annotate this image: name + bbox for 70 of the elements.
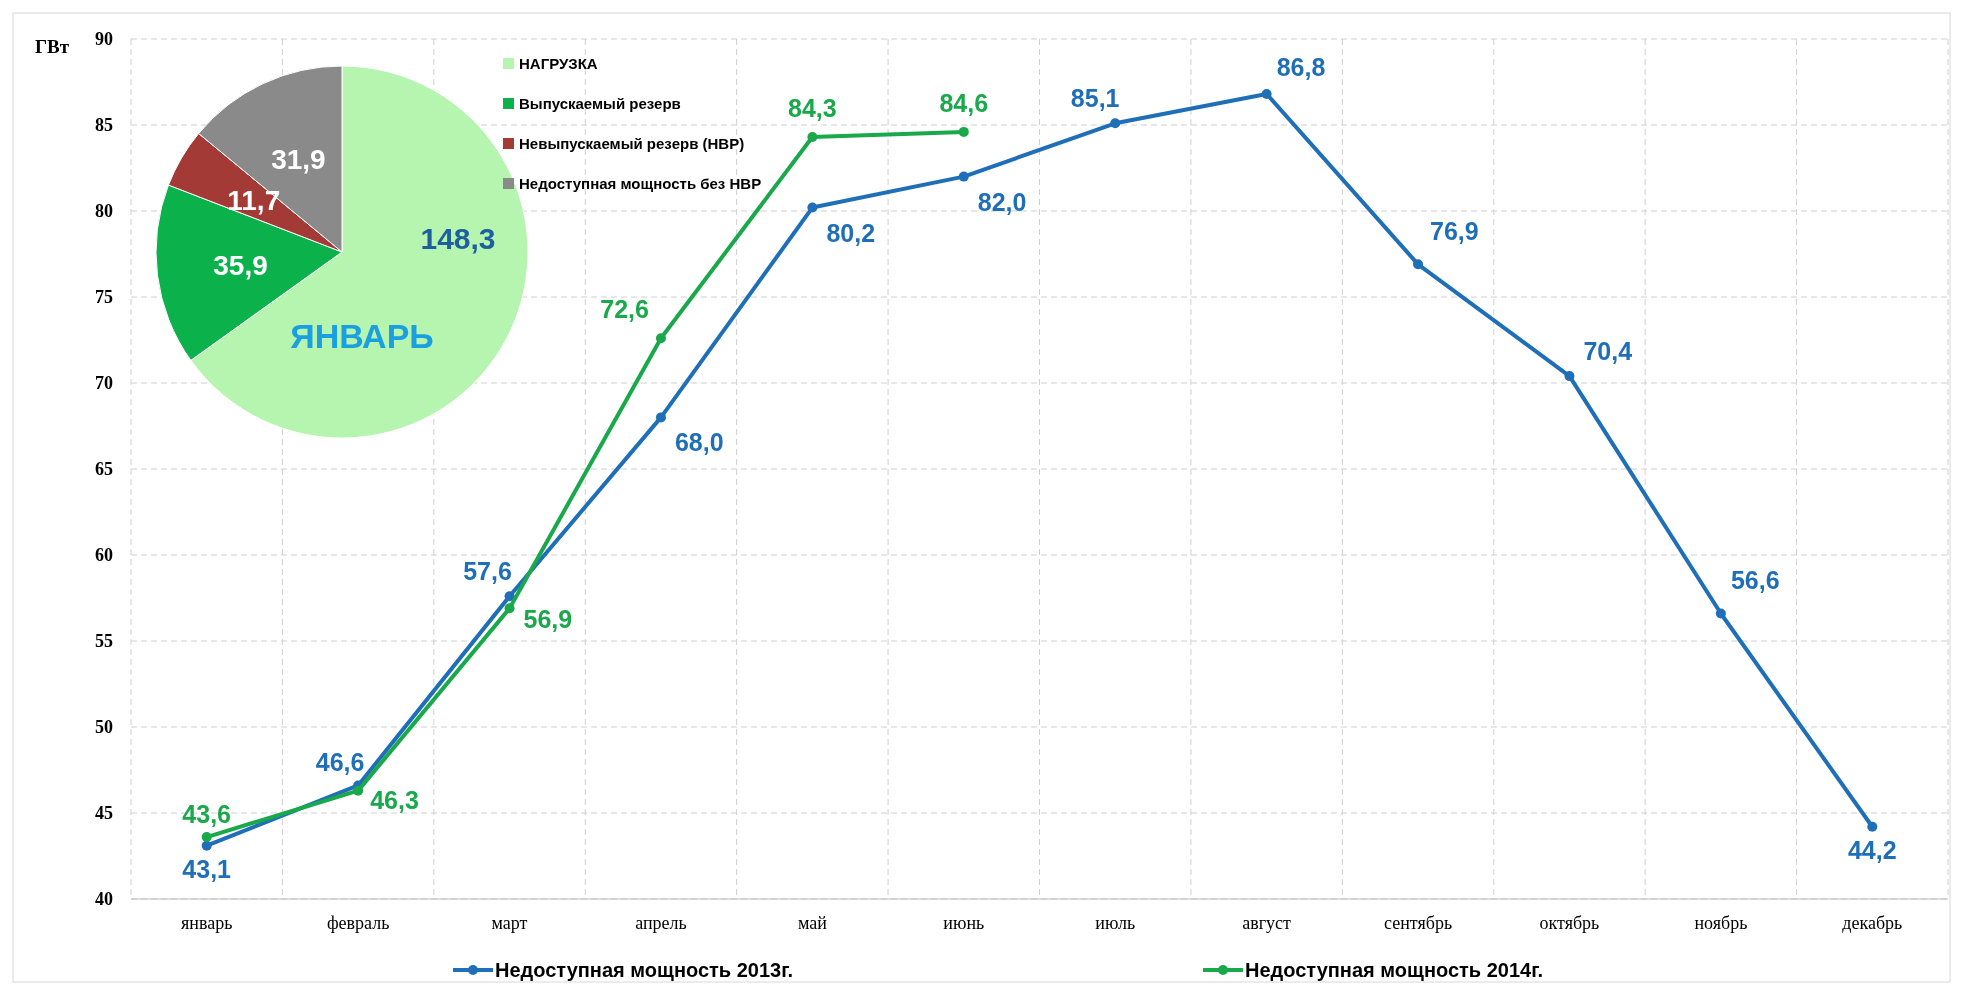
y-axis-title: ГВт [34,36,70,57]
legend-label: НАГРУЗКА [519,55,598,73]
x-tick-label: декабрь [1842,913,1903,933]
point [353,785,364,796]
point [201,840,212,851]
data-label: 43,6 [182,800,232,829]
y-tick-label: 45 [95,803,113,824]
point [504,591,515,602]
text: ЯНВАРЬ [290,317,434,355]
y-tick-label: 55 [95,631,113,652]
y-tick-label: 85 [95,115,113,136]
point [201,832,212,843]
data-label: 72,6 [600,295,649,324]
data-label: 80,2 [826,218,876,247]
legend-label: Невыпускаемый резерв (НВР) [519,135,745,153]
data-label: 44,2 [1847,835,1897,864]
data-label: 56,6 [1730,566,1780,595]
data-label: 70,4 [1583,337,1633,366]
data-label: 76,9 [1430,217,1479,246]
y-tick-label: 65 [95,459,113,480]
y-tick-label: 75 [95,287,113,308]
y-tick-label: 70 [95,373,113,394]
y-tick-label: 60 [95,545,113,566]
data-label: 31,9 [271,144,326,176]
x-tick-label: июль [1095,913,1136,933]
x-tick-label: январь [181,913,233,933]
y-tick-label: 80 [95,201,113,222]
point [1564,371,1575,382]
data-label: 56,9 [523,605,573,634]
y-tick-label: 50 [95,717,113,738]
data-label: 86,8 [1276,53,1326,82]
y-tick-label: 90 [95,29,113,50]
data-label: 46,6 [315,748,365,777]
data-label: 46,3 [370,785,419,814]
x-tick-label: сентябрь [1383,913,1453,933]
data-label: 68,0 [674,428,724,457]
x-tick-label: май [797,913,828,933]
data-label: 57,6 [463,557,512,586]
x-tick-label: март [491,913,528,933]
point [1413,259,1424,270]
point [1261,89,1272,100]
data-label: 84,6 [939,88,989,117]
legend-label: Выпускаемый резерв [519,95,681,113]
x-tick-label: июнь [943,913,985,933]
data-label: 35,9 [213,249,268,281]
x-tick-label: октябрь [1539,913,1600,933]
legend-label: Недоступная мощность 2013г. [495,959,794,981]
point [958,126,969,137]
data-label: 82,0 [977,187,1027,216]
point [1110,118,1121,129]
point [1715,608,1726,619]
point [807,202,818,213]
point [958,171,969,182]
x-tick-label: февраль [326,913,390,933]
legend-label: Недоступная мощность 2014г. [1245,959,1544,981]
y-tick-label: 40 [95,889,113,910]
data-label: 148,3 [420,222,496,256]
point [807,132,818,143]
x-tick-label: ноябрь [1694,913,1748,933]
data-label: 84,3 [788,94,837,123]
legend-label: Недоступная мощность без НВР [519,175,762,193]
point [1867,821,1878,832]
x-tick-label: апрель [635,913,687,933]
point [655,412,666,423]
data-label: 43,1 [182,854,232,883]
point [504,603,515,614]
data-label: 85,1 [1070,84,1120,113]
point [655,333,666,344]
data-label: 11,7 [227,185,281,217]
x-tick-label: август [1242,913,1292,933]
